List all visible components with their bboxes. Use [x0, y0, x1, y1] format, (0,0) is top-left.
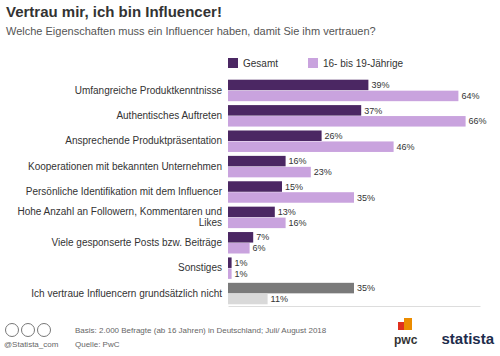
title: Vertrau mir, ich bin Influencer!: [6, 3, 222, 20]
bar: [228, 268, 232, 279]
category-tick: Kooperationen mit bekannten Unternehmen: [28, 161, 228, 172]
category-label: Viele gesponserte Posts bzw. Beiträge: [52, 237, 223, 248]
category-label: Ansprechende Produktpräsentation: [65, 135, 222, 146]
category-tick: Ich vertraue Influencern grundsätzlich n…: [31, 288, 228, 299]
bar: [228, 218, 286, 229]
logo-text: pwc: [394, 333, 418, 347]
data-label: 39%: [371, 80, 389, 90]
category-tick: Sonstiges: [178, 262, 228, 273]
bar: [228, 80, 368, 91]
note: Basis: 2.000 Befragte (ab 16 Jahren) in …: [75, 326, 327, 335]
data-label: 6%: [253, 243, 266, 253]
category-label: Hohe Anzahl an Followern, Kommentaren un…: [17, 206, 222, 228]
category-label-line: Likes: [199, 217, 222, 228]
legend: Gesamt 16- bis 19-Jährige: [228, 58, 403, 69]
data-label: 66%: [469, 116, 487, 126]
category-tick: Viele gesponserte Posts bzw. Beiträge: [52, 237, 228, 248]
footer: Basis: 2.000 Befragte (ab 16 Jahren) in …: [4, 326, 327, 349]
data-label: 13%: [278, 207, 296, 217]
bar: [228, 207, 275, 218]
bar: [228, 243, 250, 254]
value-axis-line: [229, 306, 481, 307]
category-label: Ich vertraue Influencern grundsätzlich n…: [31, 288, 222, 299]
bars: [228, 80, 466, 305]
license-icon: [38, 324, 51, 337]
bar: [228, 232, 253, 243]
logo-text: statista: [441, 330, 494, 347]
data-label: 23%: [314, 167, 332, 177]
category-label: Umfangreiche Produktkenntnisse: [75, 85, 223, 96]
bar: [228, 116, 466, 127]
data-label: 16%: [289, 156, 307, 166]
data-label: 37%: [364, 106, 382, 116]
category-tick: Hohe Anzahl an Followern, Kommentaren un…: [17, 206, 228, 228]
bar: [228, 130, 322, 141]
category-tick: Ansprechende Produktpräsentation: [65, 135, 228, 146]
bar: [228, 283, 354, 294]
legend-label: 16- bis 19-Jährige: [323, 58, 403, 69]
category-label: Authentisches Auftreten: [116, 110, 222, 121]
subtitle: Welche Eigenschaften muss ein Influencer…: [6, 25, 376, 37]
data-label: 1%: [235, 258, 248, 268]
data-label: 15%: [285, 182, 303, 192]
bar: [228, 181, 282, 192]
bar: [228, 105, 361, 116]
data-label: 26%: [325, 131, 343, 141]
license-icons: [6, 324, 51, 337]
data-labels: 39% 37% 26% 16% 15% 13% 7% 1% 35% 64% 66% 46% 23% 35%…: [235, 80, 487, 304]
data-label: 16%: [289, 218, 307, 228]
data-label: 35%: [357, 283, 375, 293]
credit: @Statista_com: [4, 340, 59, 349]
data-label: 35%: [357, 193, 375, 203]
category-tick: Authentisches Auftreten: [116, 110, 228, 121]
data-label: 64%: [461, 91, 479, 101]
bar: [228, 192, 354, 203]
bar: [228, 257, 232, 268]
data-label: 1%: [235, 269, 248, 279]
bar: [228, 91, 458, 102]
license-icon: [6, 324, 19, 337]
source: Quelle: PwC: [75, 340, 120, 349]
category-tick: Persönliche Identifikation mit dem Influ…: [26, 186, 228, 197]
license-icon: [22, 324, 35, 337]
logo-shape: [404, 318, 412, 330]
category-axis: Umfangreiche Produktkenntnisse Authentisc…: [17, 85, 228, 299]
data-label: 11%: [271, 294, 288, 304]
bar: [228, 294, 268, 305]
category-label-line: Hohe Anzahl an Followern, Kommentaren un…: [17, 206, 222, 217]
value-axis: [229, 306, 481, 307]
data-label: 46%: [397, 142, 415, 152]
pwc-logo: pwc: [394, 318, 418, 347]
category-tick: Umfangreiche Produktkenntnisse: [75, 85, 228, 96]
bar: [228, 167, 311, 178]
category-label: Sonstiges: [178, 262, 222, 273]
category-label: Persönliche Identifikation mit dem Influ…: [26, 186, 223, 197]
data-label: 7%: [256, 232, 269, 242]
logo-shape: [398, 322, 404, 330]
legend-swatch: [228, 58, 238, 68]
bar: [228, 141, 394, 152]
legend-label: Gesamt: [243, 58, 278, 69]
legend-swatch: [308, 58, 318, 68]
bar: [228, 156, 286, 167]
category-label: Kooperationen mit bekannten Unternehmen: [28, 161, 222, 172]
chart: Vertrau mir, ich bin Influencer! Welche E…: [0, 0, 500, 356]
